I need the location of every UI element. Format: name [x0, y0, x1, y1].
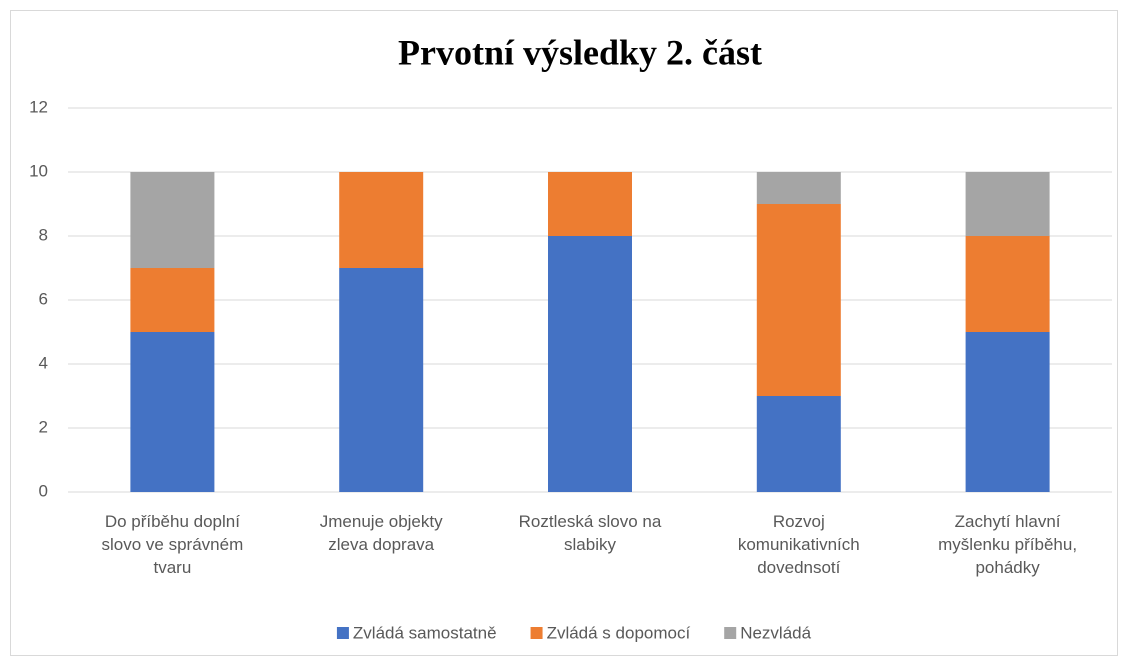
bar-segment: [548, 236, 632, 492]
bar-segment: [339, 172, 424, 268]
bar-segment: [965, 172, 1050, 236]
legend-swatch: [530, 627, 543, 639]
x-tick-label: Jmenuje objekty zleva doprava: [319, 512, 443, 554]
legend-label: Zvládá s dopomocí: [547, 623, 691, 642]
bar-segment: [965, 236, 1050, 332]
y-tick-label: 6: [39, 289, 48, 308]
x-tick-label: Rozvoj komunikativních dovednsotí: [737, 512, 860, 577]
y-tick-label: 0: [39, 481, 48, 500]
bar-segment: [965, 332, 1050, 492]
y-tick-label: 8: [39, 225, 48, 244]
bar-segment: [756, 204, 841, 396]
bar-segment: [130, 172, 215, 268]
bar-segment: [130, 332, 215, 492]
legend-swatch: [336, 627, 349, 639]
legend-label: Zvládá samostatně: [353, 623, 497, 642]
x-tick-label: Zachytí hlavní myšlenku příběhu, pohádky: [938, 512, 1078, 577]
bar-segment: [339, 268, 424, 492]
bar-segment: [756, 172, 841, 204]
chart-title: Prvotní výsledky 2. část: [398, 32, 762, 72]
y-tick-label: 12: [29, 97, 48, 116]
bar-segment: [756, 396, 841, 492]
y-tick-label: 2: [39, 417, 48, 436]
legend-swatch: [724, 627, 737, 639]
bar-segment: [130, 268, 215, 332]
y-tick-label: 4: [39, 353, 48, 372]
bar-segment: [548, 172, 632, 236]
x-tick-label: Do příběhu doplní slovo ve správném tvar…: [101, 512, 244, 577]
legend-label: Nezvládá: [740, 623, 811, 642]
y-tick-label: 10: [29, 161, 48, 180]
x-tick-label: Roztleská slovo na slabiky: [518, 512, 662, 554]
